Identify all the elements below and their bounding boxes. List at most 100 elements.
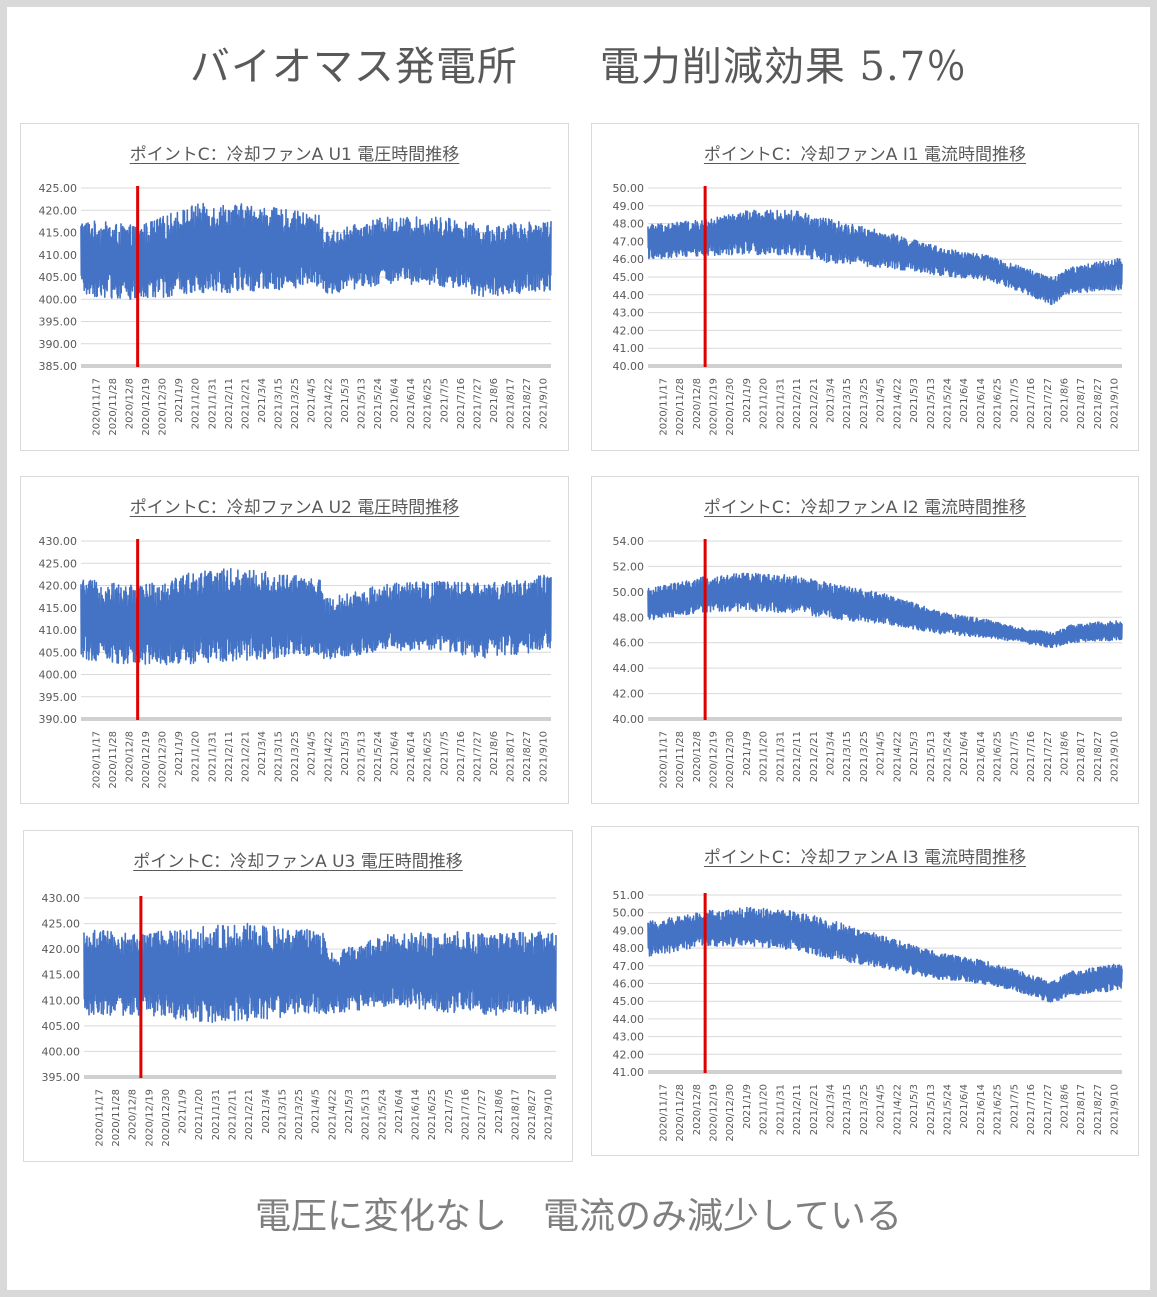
x-tick-label: 2021/7/5: [439, 731, 450, 776]
x-tick-label: 2020/12/30: [161, 1089, 172, 1147]
x-tick-label: 2021/5/24: [373, 731, 384, 782]
y-tick-label: 425.00: [39, 182, 78, 195]
x-tick-label: 2021/7/16: [456, 378, 467, 429]
y-tick-label: 405.00: [39, 646, 78, 659]
y-tick-label: 420.00: [39, 204, 78, 217]
x-tick-label: 2021/2/11: [792, 1084, 803, 1135]
y-tick-label: 415.00: [39, 227, 78, 240]
chart-title: ポイントC：冷却ファンA I3 電流時間推移: [703, 848, 1027, 868]
x-tick-label: 2021/3/25: [294, 1089, 305, 1140]
x-tick-label: 2020/11/28: [675, 731, 686, 789]
x-tick-label: 2021/8/27: [1093, 378, 1104, 429]
x-tick-label: 2020/11/17: [91, 731, 102, 789]
x-tick-label: 2020/12/8: [692, 731, 703, 782]
x-tick-label: 2020/11/28: [108, 378, 119, 436]
x-tick-label: 2021/5/24: [943, 1084, 954, 1135]
y-tick-label: 430.00: [42, 892, 81, 905]
series-line: [80, 567, 552, 666]
x-tick-label: 2021/4/22: [323, 378, 334, 429]
x-tick-label: 2021/8/27: [1093, 1084, 1104, 1135]
x-tick-label: 2021/3/4: [826, 731, 837, 776]
x-tick-label: 2020/12/19: [709, 731, 720, 789]
chart-plot: 41.00 42.00 43.00 44.00 45.00 46.00 47.00 48.00…: [613, 889, 1123, 1142]
x-tick-label: 2021/2/21: [809, 1084, 820, 1135]
x-tick-label: 2021/7/27: [1043, 378, 1054, 429]
x-tick-label: 2021/1/9: [174, 378, 185, 423]
x-tick-label: 2021/8/17: [506, 378, 517, 429]
x-tick-label: 2021/1/31: [775, 731, 786, 782]
x-tick-label: 2021/3/15: [277, 1089, 288, 1140]
x-tick-label: 2021/3/15: [842, 731, 853, 782]
x-tick-label: 2021/1/20: [759, 1084, 770, 1135]
x-tick-label: 2020/12/19: [709, 1084, 720, 1142]
x-tick-label: 2021/1/9: [178, 1089, 189, 1134]
chart-panel-u1: ポイントC：冷却ファンA U1 電圧時間推移 385.00 390.00 395.0…: [20, 123, 569, 451]
x-tick-label: 2021/8/27: [527, 1089, 538, 1140]
x-tick-label: 2021/1/20: [191, 378, 202, 429]
x-tick-label: 2021/3/15: [274, 378, 285, 429]
x-tick-label: 2021/1/20: [759, 378, 770, 429]
chart-panel-i1: ポイントC：冷却ファンA I1 電流時間推移 40.00 41.00 42.00 43…: [591, 123, 1139, 451]
y-tick-label: 400.00: [42, 1045, 81, 1058]
x-tick-label: 2021/4/5: [876, 1084, 887, 1129]
chart-title: ポイントC：冷却ファンA I1 電流時間推移: [703, 145, 1027, 165]
x-tick-label: 2021/8/6: [1060, 731, 1071, 776]
x-tick-label: 2021/6/14: [976, 1084, 987, 1135]
series-line: [647, 209, 1123, 306]
x-tick-label: 2020/12/30: [725, 1084, 736, 1142]
y-tick-label: 385.00: [39, 360, 78, 373]
x-tick-label: 2021/5/24: [943, 731, 954, 782]
y-tick-label: 410.00: [39, 249, 78, 262]
x-tick-label: 2021/7/16: [1026, 1084, 1037, 1135]
x-tick-label: 2021/3/25: [859, 1084, 870, 1135]
x-tick-label: 2021/4/22: [892, 378, 903, 429]
x-tick-label: 2021/8/17: [1076, 1084, 1087, 1135]
x-tick-label: 2021/6/25: [993, 731, 1004, 782]
x-tick-label: 2021/8/27: [1093, 731, 1104, 782]
y-tick-label: 47.00: [613, 235, 645, 248]
y-tick-label: 49.00: [613, 924, 645, 937]
footer-caption: 電圧に変化なし 電流のみ減少している: [255, 1196, 902, 1237]
chart-title: ポイントC：冷却ファンA I2 電流時間推移: [703, 498, 1027, 518]
y-tick-label: 395.00: [42, 1071, 81, 1084]
y-tick-label: 50.00: [613, 182, 645, 195]
x-tick-label: 2020/11/28: [675, 1084, 686, 1142]
x-tick-label: 2021/2/21: [809, 378, 820, 429]
x-tick-label: 2020/12/19: [141, 731, 152, 789]
x-tick-label: 2021/9/10: [1110, 731, 1121, 782]
x-tick-label: 2021/7/27: [472, 731, 483, 782]
x-tick-label: 2021/3/4: [826, 1084, 837, 1129]
x-tick-label: 2021/4/22: [892, 731, 903, 782]
x-tick-label: 2020/11/28: [675, 378, 686, 436]
y-tick-label: 50.00: [613, 586, 645, 599]
y-tick-label: 420.00: [39, 580, 78, 593]
x-tick-label: 2021/5/24: [943, 378, 954, 429]
page-title: バイオマス発電所 電力削減効果 5.7％: [189, 44, 968, 90]
x-tick-label: 2021/6/14: [411, 1089, 422, 1140]
x-tick-label: 2020/12/30: [725, 731, 736, 789]
y-tick-label: 43.00: [613, 307, 645, 320]
x-tick-label: 2021/2/21: [809, 731, 820, 782]
y-tick-label: 52.00: [613, 560, 645, 573]
x-tick-label: 2020/12/8: [692, 1084, 703, 1135]
x-tick-label: 2021/2/11: [224, 731, 235, 782]
x-tick-label: 2021/2/21: [244, 1089, 255, 1140]
x-tick-label: 2021/5/3: [340, 731, 351, 776]
x-tick-label: 2021/1/9: [742, 1084, 753, 1129]
x-tick-label: 2021/2/21: [240, 731, 251, 782]
x-tick-label: 2021/6/4: [390, 731, 401, 776]
x-tick-label: 2020/11/28: [111, 1089, 122, 1147]
x-tick-label: 2021/2/11: [792, 378, 803, 429]
x-tick-label: 2021/6/25: [427, 1089, 438, 1140]
y-tick-label: 415.00: [42, 969, 81, 982]
y-tick-label: 420.00: [42, 943, 81, 956]
x-tick-label: 2021/5/13: [926, 1084, 937, 1135]
x-tick-label: 2021/7/27: [472, 378, 483, 429]
x-tick-label: 2020/11/28: [108, 731, 119, 789]
x-tick-label: 2020/12/19: [709, 378, 720, 436]
x-tick-label: 2021/2/21: [240, 378, 251, 429]
y-tick-label: 395.00: [39, 691, 78, 704]
x-tick-label: 2020/12/30: [158, 378, 169, 436]
x-tick-label: 2021/1/9: [742, 731, 753, 776]
y-tick-label: 48.00: [613, 218, 645, 231]
